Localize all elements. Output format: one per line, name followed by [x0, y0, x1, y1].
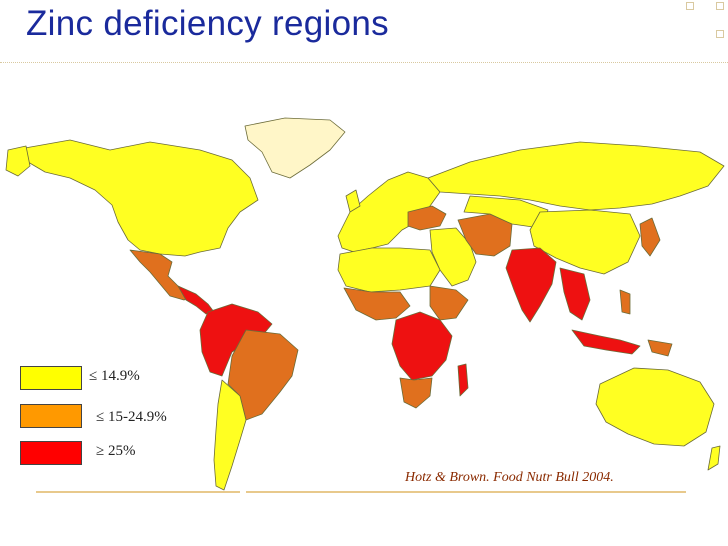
- region-central-southern-africa: [391, 311, 453, 381]
- corner-decoration: [716, 2, 724, 10]
- legend-swatch-medium: [20, 404, 82, 428]
- region-central-asia: [463, 195, 549, 229]
- region-north-america: [24, 139, 259, 257]
- region-east-africa-horn: [429, 285, 469, 321]
- region-southern-africa: [399, 377, 433, 409]
- region-indonesia: [571, 329, 641, 355]
- region-greenland: [244, 117, 346, 179]
- region-southeast-asia: [559, 267, 591, 321]
- legend-swatch-low: [20, 366, 82, 390]
- legend-swatch-high: [20, 441, 82, 465]
- region-uk: [345, 189, 361, 213]
- slide-title: Zinc deficiency regions: [26, 4, 389, 43]
- corner-decoration: [716, 30, 724, 38]
- source-citation: Hotz & Brown. Food Nutr Bull 2004.: [405, 470, 614, 485]
- footer-divider: [36, 491, 240, 493]
- world-map: [5, 117, 725, 491]
- region-korea-japan: [639, 217, 661, 257]
- region-south-america-south: [213, 379, 247, 491]
- region-new-zealand: [707, 445, 721, 471]
- region-china: [529, 209, 641, 275]
- footer-divider: [246, 491, 686, 493]
- region-turkey-caucasus: [407, 205, 447, 231]
- region-madagascar: [457, 363, 469, 397]
- region-west-africa: [343, 287, 411, 321]
- region-middle-east: [429, 227, 477, 287]
- region-brazil: [227, 329, 299, 421]
- legend-label-medium: ≤ 15-24.9%: [96, 409, 167, 425]
- corner-decoration: [686, 2, 694, 10]
- title-divider: [0, 62, 728, 63]
- legend-label-low: ≤ 14.9%: [89, 368, 140, 384]
- region-russia: [427, 141, 725, 211]
- region-north-africa: [337, 247, 441, 293]
- region-alaska: [5, 145, 31, 177]
- region-philippines: [619, 289, 631, 315]
- region-australia: [595, 367, 715, 447]
- region-south-asia: [505, 247, 557, 323]
- region-papua: [647, 339, 673, 357]
- legend-label-high: ≥ 25%: [96, 443, 136, 459]
